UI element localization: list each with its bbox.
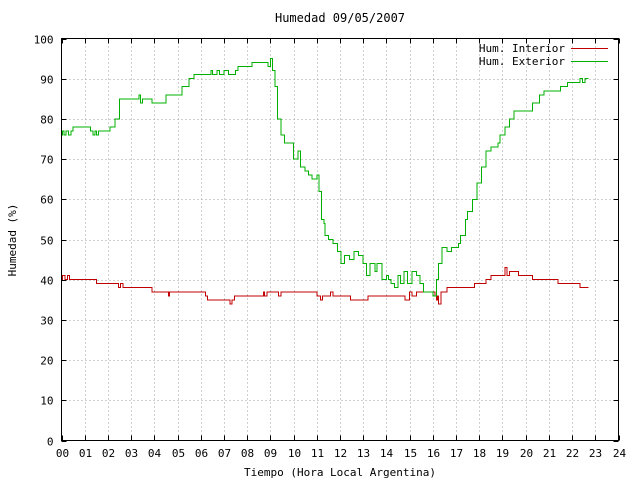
x-tick-label-22: 22 (566, 447, 579, 460)
x-axis-label: Tiempo (Hora Local Argentina) (244, 466, 436, 479)
x-tick-label-02: 02 (102, 447, 115, 460)
x-tick-label-24: 24 (613, 447, 627, 460)
x-tick-label-09: 09 (264, 447, 277, 460)
grid-layer (61, 38, 619, 441)
x-tick-label-00: 00 (56, 447, 69, 460)
y-tick-label-10: 10 (40, 395, 53, 408)
legend-label-exterior: Hum. Exterior (479, 55, 565, 68)
hum-interior-line (61, 267, 589, 305)
y-tick-label-0: 0 (47, 436, 54, 449)
x-tick-label-17: 17 (450, 447, 463, 460)
y-tick-label-70: 70 (40, 154, 53, 167)
legend: Hum. Interior Hum. Exterior (479, 42, 608, 68)
x-tick-label-07: 07 (218, 447, 231, 460)
x-tick-label-14: 14 (380, 447, 394, 460)
x-tick-label-13: 13 (357, 447, 370, 460)
x-tick-label-15: 15 (404, 447, 417, 460)
x-tick-label-08: 08 (241, 447, 254, 460)
chart-title: Humedad 09/05/2007 (275, 11, 405, 25)
series-layer (61, 58, 589, 305)
y-tick-label-100: 100 (34, 34, 54, 47)
y-tick-label-80: 80 (40, 114, 53, 127)
x-tick-label-05: 05 (172, 447, 185, 460)
y-axis-label: Humedad (%) (6, 204, 19, 277)
legend-label-interior: Hum. Interior (479, 42, 565, 55)
y-tick-label-20: 20 (40, 355, 53, 368)
x-tick-label-03: 03 (125, 447, 138, 460)
y-tick-label-40: 40 (40, 275, 53, 288)
x-tick-label-12: 12 (334, 447, 347, 460)
tick-layer: 00 01 02 03 04 05 06 07 08 09 10 11 12 13 14 15 16 17 18 19… (34, 34, 627, 461)
hum-exterior-line (61, 58, 589, 297)
x-tick-label-01: 01 (79, 447, 92, 460)
x-tick-label-23: 23 (589, 447, 602, 460)
x-tick-label-11: 11 (311, 447, 324, 460)
x-tick-label-20: 20 (520, 447, 533, 460)
x-tick-label-19: 19 (496, 447, 509, 460)
y-tick-label-30: 30 (40, 315, 53, 328)
x-tick-label-16: 16 (427, 447, 440, 460)
x-tick-label-04: 04 (148, 447, 162, 460)
x-tick-label-06: 06 (195, 447, 208, 460)
x-tick-label-10: 10 (288, 447, 301, 460)
x-tick-label-18: 18 (473, 447, 486, 460)
y-tick-label-90: 90 (40, 74, 53, 87)
y-tick-label-50: 50 (40, 235, 53, 248)
x-tick-label-21: 21 (543, 447, 556, 460)
y-tick-label-60: 60 (40, 194, 53, 207)
